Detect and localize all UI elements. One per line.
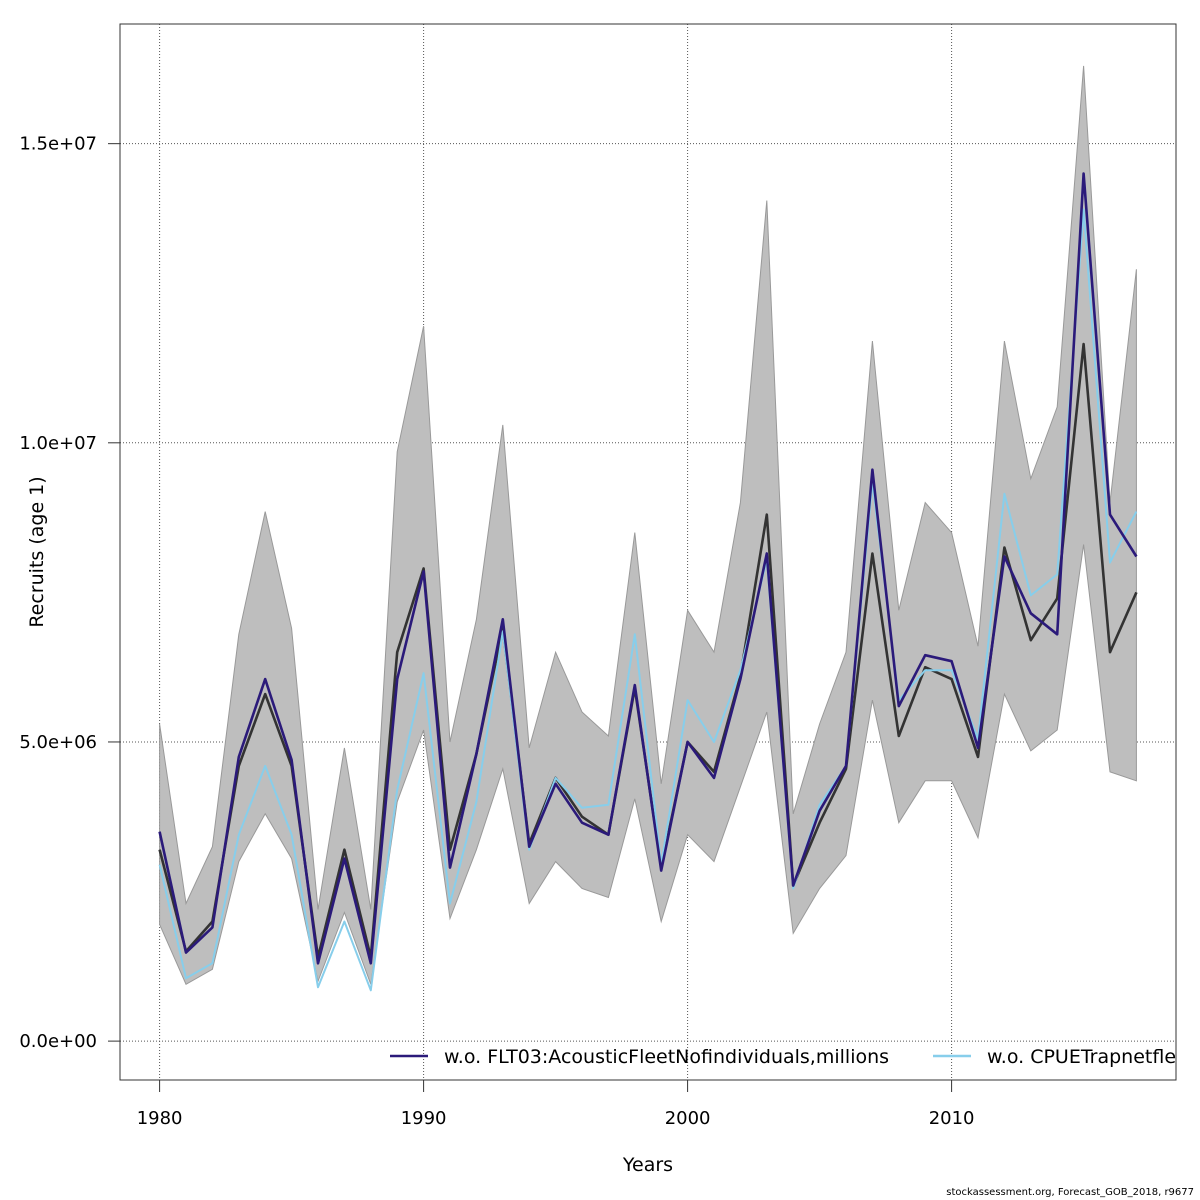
x-tick-label: 2010 xyxy=(929,1108,975,1129)
series-line-2 xyxy=(158,208,1138,992)
y-tick-label: 5.0e+06 xyxy=(19,732,97,753)
y-tick-label: 1.5e+07 xyxy=(19,134,97,155)
x-tick-label: 1980 xyxy=(137,1108,183,1129)
x-axis: 1980 1990 2000 2010 xyxy=(137,1079,975,1129)
x-tick-label: 2000 xyxy=(665,1108,711,1129)
footer-note: stockassessment.org, Forecast_GOB_2018, … xyxy=(946,1187,1194,1198)
y-axis-title: Recruits (age 1) xyxy=(26,476,48,627)
y-tick-label: 0.0e+00 xyxy=(19,1031,97,1052)
x-tick-label: 1990 xyxy=(401,1108,447,1129)
series-lines xyxy=(158,172,1138,992)
series-line-1 xyxy=(158,172,1138,965)
legend: w.o. FLT03:AcousticFleetNofindividuals,m… xyxy=(390,1046,1195,1068)
legend-label-0: w.o. FLT03:AcousticFleetNofindividuals,m… xyxy=(444,1046,889,1068)
y-tick-label: 1.0e+07 xyxy=(19,433,97,454)
x-axis-title: Years xyxy=(622,1154,673,1176)
legend-label-1: w.o. CPUETrapnetfleet xyxy=(987,1046,1195,1068)
confidence-band xyxy=(159,65,1137,986)
y-axis: 0.0e+00 5.0e+06 1.0e+07 1.5e+07 xyxy=(19,134,121,1052)
